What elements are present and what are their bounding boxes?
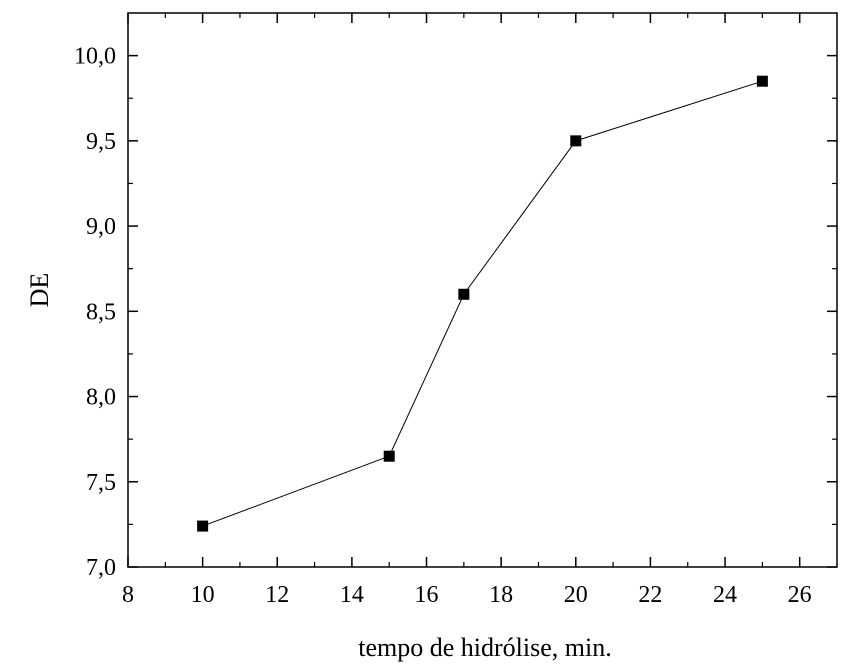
x-tick-label: 12: [265, 582, 289, 608]
x-tick-label: 18: [489, 582, 513, 608]
data-point: [756, 75, 768, 87]
y-tick-label: 9,5: [86, 129, 116, 155]
x-tick-label: 26: [788, 582, 812, 608]
y-tick-label: 8,5: [86, 299, 116, 325]
data-point: [570, 135, 582, 147]
x-tick-label: 10: [191, 582, 215, 608]
y-tick-label: 9,0: [86, 214, 116, 240]
data-point: [197, 520, 209, 532]
x-tick-label: 24: [713, 582, 737, 608]
x-tick-label: 20: [564, 582, 588, 608]
x-axis: 8 10 12 14 16 18 20 22 24 26: [122, 13, 812, 608]
series-layer: [197, 75, 768, 532]
plot-frame: [127, 12, 838, 568]
y-tick-label: 10,0: [74, 44, 116, 70]
y-axis-title: DE: [25, 273, 54, 308]
data-point: [458, 288, 470, 300]
y-tick-label: 7,0: [86, 555, 116, 581]
x-tick-label: 16: [415, 582, 439, 608]
series-line: [202, 80, 763, 527]
y-tick-label: 7,5: [86, 470, 116, 496]
y-axis: 7,0 7,5 8,0 8,5 9,0 9,5 10,0: [74, 44, 837, 581]
x-tick-label: 22: [638, 582, 662, 608]
x-tick-label: 14: [340, 582, 364, 608]
x-tick-label: 8: [122, 582, 134, 608]
y-tick-label: 8,0: [86, 385, 116, 411]
data-point: [383, 450, 395, 462]
x-axis-title: tempo de hidrólise, min.: [358, 633, 611, 662]
